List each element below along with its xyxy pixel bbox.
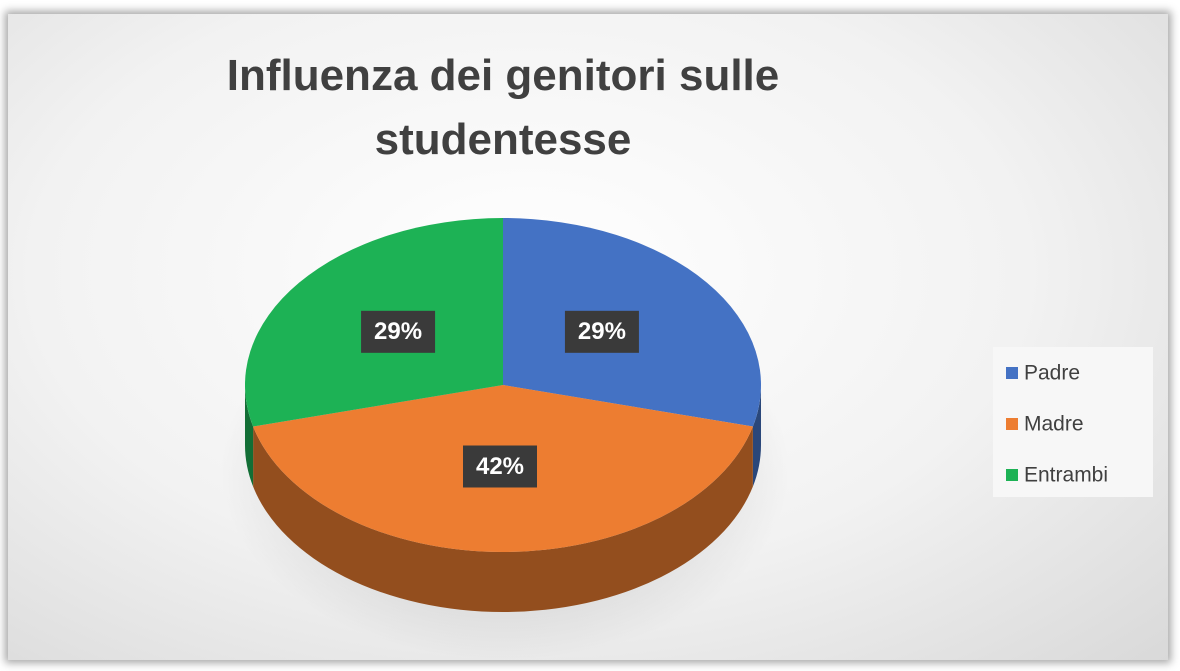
data-label: 29% — [374, 318, 422, 345]
data-label: 42% — [476, 453, 524, 480]
data-label-box — [564, 310, 639, 353]
slice-side — [253, 426, 753, 613]
data-label-box — [361, 310, 436, 353]
chart-title: Influenza dei genitori sulle studentesse — [226, 51, 780, 164]
data-label-box — [463, 445, 537, 488]
slice-side — [245, 385, 254, 487]
legend-marker — [1006, 469, 1018, 481]
legend-label: Entrambi — [1024, 464, 1108, 487]
legend-box — [993, 347, 1153, 497]
legend-label: Madre — [1024, 413, 1084, 436]
legend-marker — [1006, 367, 1018, 379]
slice-side — [752, 385, 761, 487]
data-label: 29% — [578, 318, 626, 345]
legend-marker — [1006, 418, 1018, 430]
legend-label: Padre — [1024, 362, 1080, 385]
